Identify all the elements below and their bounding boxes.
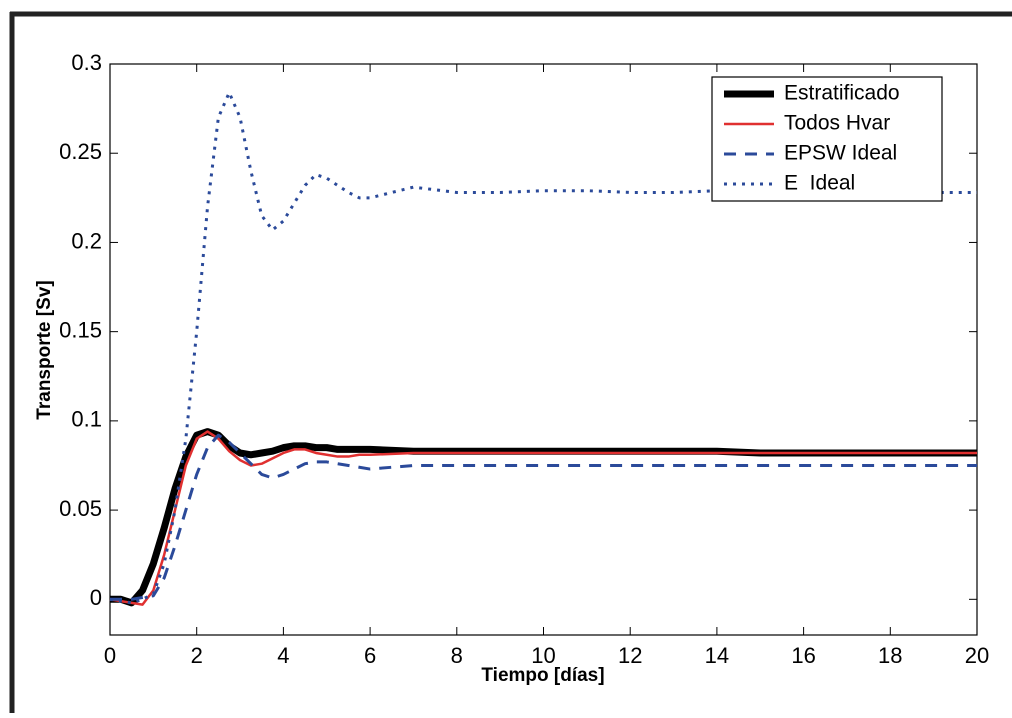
y-tick-label: 0.05 (59, 496, 102, 521)
x-tick-label: 12 (618, 643, 642, 668)
x-tick-label: 8 (451, 643, 463, 668)
x-tick-label: 4 (277, 643, 289, 668)
y-tick-label: 0.2 (71, 228, 102, 253)
legend-label: EPSW Ideal (784, 142, 897, 165)
series-line (110, 433, 977, 601)
y-axis-label: Transporte [Sv] (34, 280, 55, 419)
x-tick-label: 0 (104, 643, 116, 668)
y-tick-label: 0.15 (59, 317, 102, 342)
x-axis-label: Tiempo [días] (481, 665, 604, 686)
x-tick-label: 10 (531, 643, 555, 668)
x-tick-label: 2 (191, 643, 203, 668)
series-line (109, 430, 977, 606)
x-tick-label: 14 (705, 643, 729, 668)
x-tick-label: 20 (965, 643, 989, 668)
y-tick-label: 0 (90, 585, 102, 610)
legend-label: Todos Hvar (784, 112, 890, 135)
x-tick-label: 16 (791, 643, 815, 668)
series-line (110, 428, 977, 607)
legend-label: Estratificado (784, 82, 900, 105)
x-tick-label: 6 (364, 643, 376, 668)
y-tick-label: 0.1 (71, 407, 102, 432)
y-tick-label: 0.3 (71, 50, 102, 75)
x-tick-label: 18 (878, 643, 902, 668)
legend-box (711, 76, 943, 202)
legend-label: E Ideal (784, 172, 855, 195)
y-tick-label: 0.25 (59, 139, 102, 164)
